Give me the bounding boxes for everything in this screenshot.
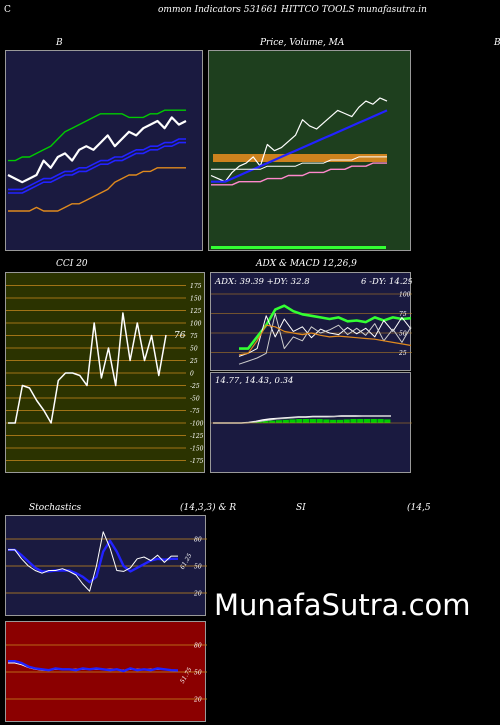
- adx-tick-label: 75: [399, 311, 407, 318]
- macd-histogram-bar: [303, 419, 310, 423]
- macd-histogram-bar: [296, 419, 303, 423]
- rsi-chart: 80 50 20 51.75: [6, 643, 207, 704]
- macd-histogram-bar: [384, 419, 391, 423]
- stochastics-params: (14,3,3) & R: [180, 503, 237, 513]
- macd-readout: 14.77, 14.43, 0.34: [215, 376, 293, 386]
- bollinger-middle-band: [8, 138, 186, 191]
- stochastics-title: Stochastics: [29, 503, 82, 513]
- rsi-tick-label: 50: [194, 670, 202, 677]
- macd-histogram-bar: [255, 421, 262, 423]
- cci-tick-label: 150: [190, 296, 202, 303]
- cci-tick-label: 100: [190, 321, 202, 328]
- macd-histogram-bar: [350, 419, 357, 423]
- macd-histogram-bar: [282, 419, 289, 423]
- macd-chart: 14.77, 14.43, 0.34: [211, 376, 412, 424]
- adx-chart: 100 75 50 25 ADX: 39.39 +DY: 32.8 6 -DY: 14.2…: [211, 277, 412, 365]
- cci-tick-label: 50: [190, 346, 198, 353]
- adx-panel: 100 75 50 25 ADX: 39.39 +DY: 32.8 6 -DY: 14.2…: [210, 272, 412, 371]
- macd-histogram-bar: [323, 419, 330, 423]
- cci-tick-label: -175: [190, 458, 204, 465]
- macd-histogram-bar: [363, 419, 371, 423]
- stochastics-tick-label: 80: [194, 537, 202, 544]
- adx-macd-title: ADX & MACD 12,26,9: [256, 259, 357, 269]
- minus-di-line: [238, 313, 412, 365]
- ma-pink: [211, 162, 387, 186]
- cci-line: [8, 312, 167, 424]
- macd-histogram-bar: [262, 421, 269, 423]
- rsi-panel: 80 50 20 51.75: [5, 621, 207, 722]
- volume-band: [213, 154, 387, 162]
- cci-tick-label: -150: [190, 446, 204, 453]
- stochastics-tick-label: 20: [193, 591, 202, 598]
- cci-chart: 175 150 125 100 75 50 25 0 -25 -50 -75 -100 -125 -150…: [6, 283, 204, 465]
- rsi-current-label: 51.75: [179, 666, 194, 685]
- macd-histogram-bar: [330, 419, 337, 423]
- stochastics-current-label: 61.25: [179, 552, 194, 571]
- macd-histogram-bar: [357, 419, 364, 423]
- price-ma-panel: [208, 50, 411, 251]
- header-corner-left: C: [4, 5, 11, 15]
- rsi-tick-label: 80: [194, 643, 202, 650]
- macd-panel: 14.77, 14.43, 0.34: [210, 372, 412, 473]
- volume-baseline: [211, 246, 386, 249]
- header-title: ommon Indicators 531661 HITTCO TOOLS mun…: [158, 5, 427, 15]
- rsi-params: (14,5: [407, 503, 431, 513]
- adx-ma-line: [238, 324, 412, 356]
- bollinger-middle-band-b: [8, 141, 186, 194]
- stochastics-panel: 80 50 20 61.25: [5, 515, 207, 616]
- dy-readout: 6 -DY: 14.29: [361, 277, 412, 287]
- adx-readout: ADX: 39.39 +DY: 32.8: [214, 277, 310, 287]
- price-line: [210, 97, 388, 183]
- cci-title: CCI 20: [56, 259, 88, 269]
- stochastics-k-line: [8, 531, 178, 592]
- cci-tick-label: 0: [190, 371, 194, 378]
- cci-current-label: 76: [174, 331, 186, 341]
- adx-line: [239, 304, 412, 350]
- adx-tick-label: 25: [398, 350, 407, 357]
- bollinger-title: B: [56, 38, 63, 48]
- cci-panel: 175 150 125 100 75 50 25 0 -25 -50 -75 -100 -125 -150…: [5, 272, 205, 473]
- macd-histogram-bar: [377, 419, 384, 423]
- cci-tick-label: 125: [190, 308, 202, 315]
- cci-tick-label: 75: [190, 333, 198, 340]
- cci-tick-label: -100: [190, 421, 204, 428]
- cci-tick-label: -75: [190, 408, 200, 415]
- bollinger-lower-band: [8, 167, 186, 212]
- macd-histogram-bar: [336, 419, 344, 423]
- right-edge-label: B: [494, 38, 500, 48]
- cci-tick-label: -125: [190, 433, 204, 440]
- cci-tick-label: -50: [190, 396, 200, 403]
- cci-tick-label: 175: [190, 283, 202, 290]
- watermark: MunafaSutra.com: [214, 588, 471, 622]
- macd-histogram-bar: [309, 419, 316, 423]
- rsi-line: [8, 660, 179, 673]
- macd-histogram-bar: [343, 419, 350, 423]
- cci-tick-label: -25: [190, 383, 200, 390]
- macd-histogram-bar: [316, 419, 323, 423]
- bollinger-upper-band: [8, 109, 186, 162]
- ma-white: [211, 156, 387, 170]
- macd-histogram-bar: [289, 419, 296, 423]
- macd-histogram-bar: [275, 420, 283, 423]
- price-ma-chart: [210, 97, 388, 249]
- bollinger-panel: [5, 50, 203, 251]
- adx-tick-label: 50: [399, 331, 407, 338]
- rsi-title: SI: [296, 503, 306, 513]
- bollinger-close-line: [7, 116, 187, 184]
- rsi-tick-label: 20: [193, 697, 202, 704]
- stochastics-d-line: [8, 539, 178, 584]
- bollinger-chart: [7, 109, 187, 212]
- macd-histogram-bar: [370, 419, 377, 423]
- stochastics-tick-label: 50: [194, 564, 202, 571]
- adx-tick-label: 100: [399, 292, 411, 299]
- macd-histogram-bar: [269, 420, 276, 423]
- price-ma-title: Price, Volume, MA: [260, 38, 345, 48]
- ma-blue: [211, 109, 388, 183]
- stochastics-chart: 80 50 20 61.25: [6, 531, 207, 598]
- cci-tick-label: 25: [189, 358, 198, 365]
